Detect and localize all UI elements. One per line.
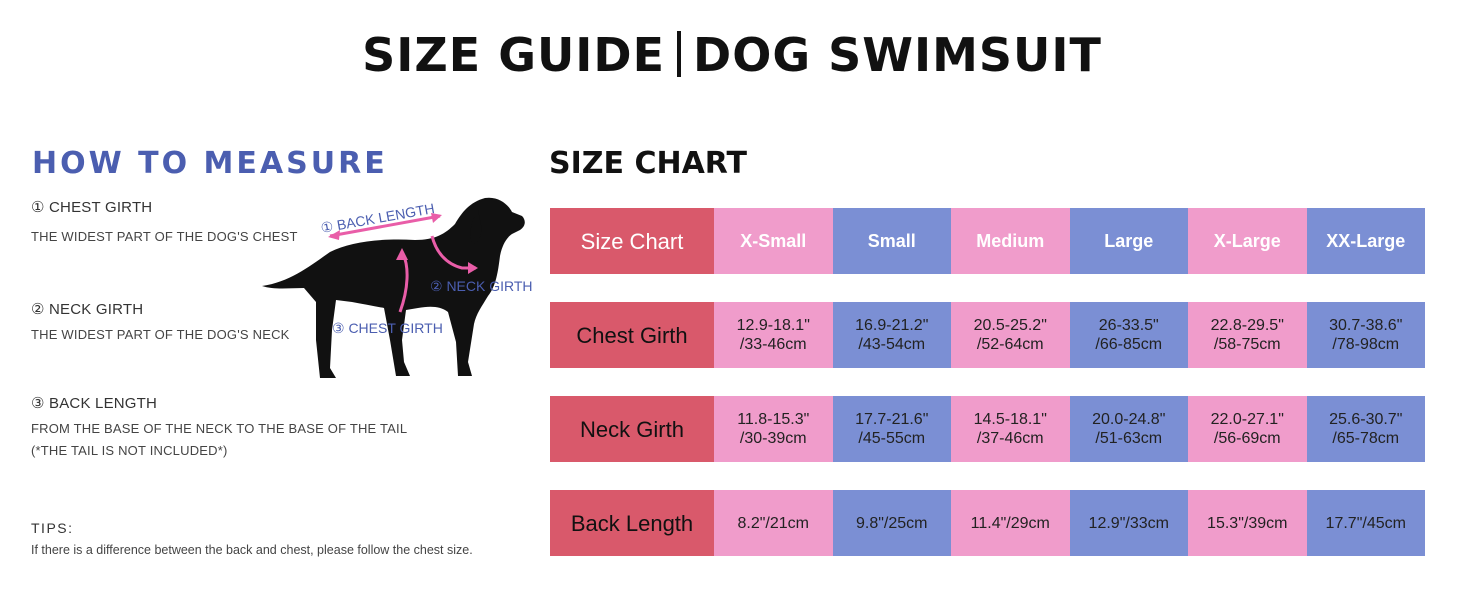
cell-inch: 25.6-30.7" xyxy=(1329,411,1403,428)
size-chart-header-label: Size Chart xyxy=(550,208,714,274)
neck-girth-desc: THE WIDEST PART OF THE DOG'S NECK xyxy=(31,327,290,342)
neck-girth-label: ② NECK GIRTH xyxy=(31,301,144,318)
tips-text: If there is a difference between the bac… xyxy=(31,543,473,557)
chest-girth-desc: THE WIDEST PART OF THE DOG'S CHEST xyxy=(31,229,298,244)
cell-inch: 11.8-15.3" xyxy=(737,411,810,428)
cell-inch: 22.0-27.1" xyxy=(1210,411,1284,428)
table-cell: 30.7-38.6" /78-98cm xyxy=(1306,302,1425,368)
back-length-row: Back Length 8.2"/21cm 9.8"/25cm 11.4"/29… xyxy=(550,490,1425,556)
size-chart-heading: SIZE CHART xyxy=(549,146,748,181)
diagram-neck-girth-label: ② NECK GIRTH xyxy=(430,278,533,294)
table-cell: 20.0-24.8" /51-63cm xyxy=(1069,396,1188,462)
title-divider xyxy=(677,31,682,77)
how-to-measure-heading: HOW TO MEASURE xyxy=(32,146,388,181)
diagram-chest-girth-label: ③ CHEST GIRTH xyxy=(332,320,443,336)
neck-girth-row-label: Neck Girth xyxy=(550,396,714,462)
cell-cm: /43-54cm xyxy=(858,336,926,353)
size-header-medium: Medium xyxy=(951,208,1070,274)
cell-cm: /37-46cm xyxy=(976,430,1044,447)
back-length-label: ③ BACK LENGTH xyxy=(31,395,158,412)
size-header-large: Large xyxy=(1069,208,1188,274)
table-cell: 11.8-15.3" /30-39cm xyxy=(714,396,833,462)
table-cell: 26-33.5" /66-85cm xyxy=(1069,302,1188,368)
cell-value: 17.7"/45cm xyxy=(1325,514,1406,532)
dog-silhouette-icon xyxy=(262,197,525,378)
page-title-left: SIZE GUIDE xyxy=(362,28,666,82)
table-cell: 12.9-18.1" /33-46cm xyxy=(714,302,833,368)
back-length-desc: FROM THE BASE OF THE NECK TO THE BASE OF… xyxy=(31,421,408,436)
size-header-small: Small xyxy=(832,208,951,274)
cell-cm: /33-46cm xyxy=(739,336,807,353)
table-cell: 20.5-25.2" /52-64cm xyxy=(951,302,1070,368)
table-cell: 15.3"/39cm xyxy=(1188,490,1307,556)
table-cell: 25.6-30.7" /65-78cm xyxy=(1306,396,1425,462)
cell-inch: 20.5-25.2" xyxy=(973,317,1047,334)
neck-girth-row: Neck Girth 11.8-15.3" /30-39cm 17.7-21.6"… xyxy=(550,396,1425,462)
size-header-x-small: X-Small xyxy=(714,208,833,274)
table-cell: 11.4"/29cm xyxy=(951,490,1070,556)
cell-inch: 14.5-18.1" xyxy=(973,411,1047,428)
size-chart-header-row: Size Chart X-Small Small Medium Large X-… xyxy=(550,208,1425,274)
cell-cm: /45-55cm xyxy=(858,430,926,447)
cell-cm: /30-39cm xyxy=(739,430,807,447)
cell-inch: 22.8-29.5" xyxy=(1210,317,1284,334)
table-cell: 12.9"/33cm xyxy=(1069,490,1188,556)
cell-inch: 26-33.5" xyxy=(1098,317,1159,334)
table-cell: 17.7-21.6" /45-55cm xyxy=(832,396,951,462)
chest-girth-row: Chest Girth 12.9-18.1" /33-46cm 16.9-21.2… xyxy=(550,302,1425,368)
cell-cm: /58-75cm xyxy=(1213,336,1281,353)
back-length-note: (*THE TAIL IS NOT INCLUDED*) xyxy=(31,443,228,458)
table-cell: 8.2"/21cm xyxy=(714,490,833,556)
cell-inch: 20.0-24.8" xyxy=(1092,411,1166,428)
chest-girth-label: ① CHEST GIRTH xyxy=(31,199,153,216)
cell-inch: 30.7-38.6" xyxy=(1329,317,1403,334)
cell-cm: /66-85cm xyxy=(1095,336,1163,353)
cell-cm: /65-78cm xyxy=(1332,430,1400,447)
cell-inch: 16.9-21.2" xyxy=(855,317,929,334)
cell-cm: /52-64cm xyxy=(976,336,1044,353)
size-header-xx-large: XX-Large xyxy=(1306,208,1425,274)
table-cell: 14.5-18.1" /37-46cm xyxy=(951,396,1070,462)
dog-measure-diagram: ① BACK LENGTH ② NECK GIRTH ③ CHEST GIRTH xyxy=(250,190,550,390)
table-cell: 16.9-21.2" /43-54cm xyxy=(832,302,951,368)
table-cell: 22.0-27.1" /56-69cm xyxy=(1188,396,1307,462)
cell-value: 8.2"/21cm xyxy=(737,514,810,532)
size-header-x-large: X-Large xyxy=(1188,208,1307,274)
table-cell: 22.8-29.5" /58-75cm xyxy=(1188,302,1307,368)
chest-girth-row-label: Chest Girth xyxy=(550,302,714,368)
cell-value: 15.3"/39cm xyxy=(1207,514,1288,532)
cell-value: 11.4"/29cm xyxy=(970,514,1050,532)
cell-inch: 12.9-18.1" xyxy=(736,317,810,334)
back-length-row-label: Back Length xyxy=(550,490,714,556)
cell-cm: /51-63cm xyxy=(1095,430,1163,447)
page-title-right: DOG SWIMSUIT xyxy=(693,28,1102,82)
page-title: SIZE GUIDE DOG SWIMSUIT xyxy=(0,28,1464,82)
cell-cm: /56-69cm xyxy=(1213,430,1281,447)
table-cell: 9.8"/25cm xyxy=(832,490,951,556)
tips-heading: TIPS: xyxy=(31,520,74,536)
cell-value: 9.8"/25cm xyxy=(856,514,928,532)
table-cell: 17.7"/45cm xyxy=(1306,490,1425,556)
cell-value: 12.9"/33cm xyxy=(1088,514,1169,532)
cell-cm: /78-98cm xyxy=(1332,336,1400,353)
cell-inch: 17.7-21.6" xyxy=(855,411,929,428)
